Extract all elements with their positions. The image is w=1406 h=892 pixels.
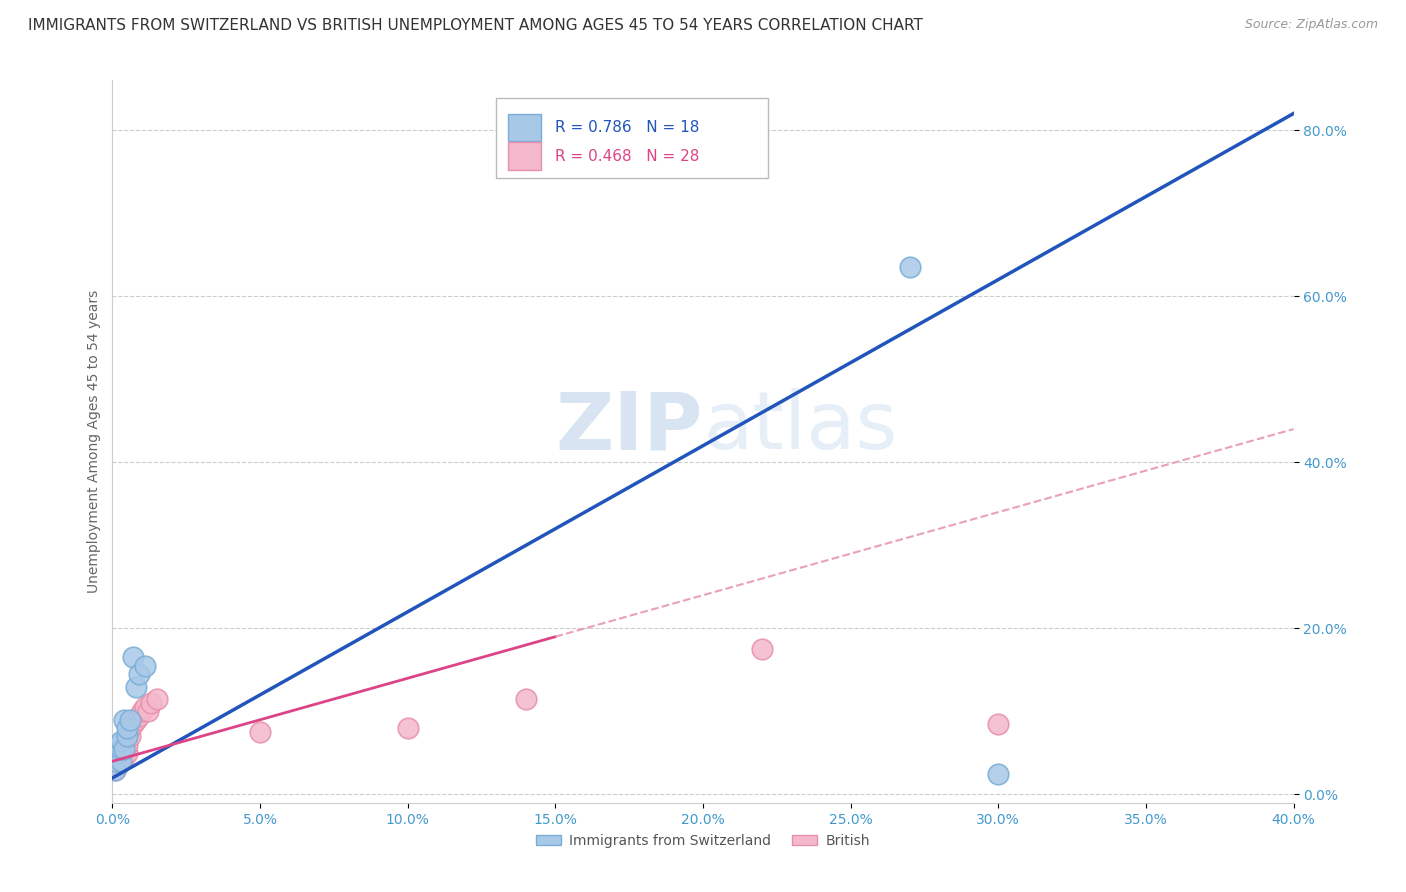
Point [139,696,162,710]
Point [110,754,132,768]
Point [515,692,537,706]
Legend: Immigrants from Switzerland, British: Immigrants from Switzerland, British [530,829,876,854]
Point [110,741,132,756]
Point [987,717,1010,731]
Point [110,754,132,768]
Point [112,741,135,756]
Point [107,738,129,752]
Point [107,746,129,760]
Point [104,754,127,768]
Point [134,700,156,714]
Point [107,754,129,768]
Point [120,713,142,727]
Bar [508,143,541,169]
Point [125,713,148,727]
Point [104,763,127,777]
Point [125,680,148,694]
Point [117,721,138,735]
Point [128,708,150,723]
Point [117,730,138,744]
Point [396,721,419,735]
Point [120,721,142,735]
Text: R = 0.468   N = 28: R = 0.468 N = 28 [555,149,700,163]
Point [110,741,132,756]
Point [987,766,1010,780]
Text: IMMIGRANTS FROM SWITZERLAND VS BRITISH UNEMPLOYMENT AMONG AGES 45 TO 54 YEARS CO: IMMIGRANTS FROM SWITZERLAND VS BRITISH U… [28,18,922,33]
Point [898,260,921,274]
Point [146,692,169,706]
Y-axis label: Unemployment Among Ages 45 to 54 years: Unemployment Among Ages 45 to 54 years [87,290,101,593]
Point [122,717,145,731]
Point [107,758,129,772]
Point [249,725,271,739]
Point [112,741,135,756]
Point [107,754,129,768]
Point [751,642,773,657]
Point [122,650,145,665]
Point [117,738,138,752]
Point [120,730,142,744]
Point [110,733,132,747]
Bar [508,113,541,141]
Point [104,763,127,777]
Point [117,730,138,744]
Point [134,658,156,673]
Point [136,705,159,719]
Point [112,750,135,764]
Point [112,713,135,727]
Point [104,754,127,768]
Text: Source: ZipAtlas.com: Source: ZipAtlas.com [1244,18,1378,31]
Text: ZIP: ZIP [555,388,703,467]
Point [112,738,135,752]
Text: R = 0.786   N = 18: R = 0.786 N = 18 [555,120,700,135]
FancyBboxPatch shape [496,98,768,178]
Point [110,750,132,764]
Point [110,746,132,760]
Text: atlas: atlas [703,388,897,467]
Point [128,667,150,681]
Point [107,746,129,760]
Point [104,758,127,772]
Point [117,746,138,760]
Point [131,705,153,719]
